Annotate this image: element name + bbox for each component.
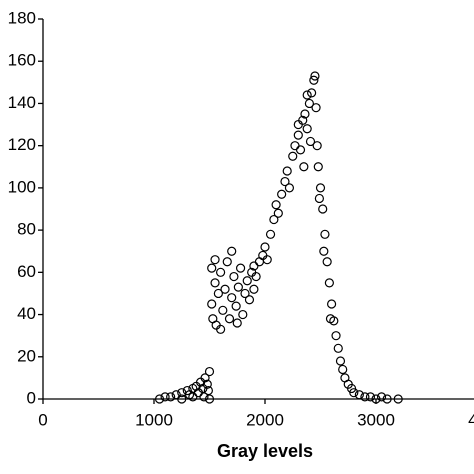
point	[365, 392, 376, 402]
point	[160, 392, 170, 402]
point	[232, 318, 242, 328]
point	[265, 229, 276, 239]
point	[204, 366, 215, 377]
point	[222, 257, 232, 267]
point	[260, 242, 270, 252]
point	[331, 331, 341, 341]
point	[207, 263, 217, 273]
point	[229, 271, 239, 282]
point	[354, 390, 364, 400]
point	[210, 255, 220, 265]
point	[288, 151, 298, 161]
point	[302, 124, 312, 134]
point	[238, 309, 248, 320]
point	[324, 278, 334, 288]
point	[300, 109, 310, 119]
point	[235, 263, 246, 273]
y-tick-label: 80	[17, 220, 36, 239]
point	[282, 166, 292, 176]
y-tick-label: 140	[8, 93, 36, 112]
x-tick-label: 4000	[468, 410, 474, 429]
point	[320, 229, 330, 239]
point	[273, 208, 283, 218]
y-tick-label: 160	[8, 51, 36, 70]
y-tick-label: 120	[8, 135, 36, 154]
point	[327, 299, 337, 309]
point	[280, 176, 290, 187]
point	[293, 130, 303, 140]
point	[304, 98, 314, 109]
point	[393, 394, 403, 404]
y-tick-label: 40	[17, 304, 36, 323]
point	[220, 284, 230, 294]
point	[218, 305, 228, 315]
point	[333, 343, 343, 353]
point	[166, 392, 176, 402]
x-tick-label: 2000	[246, 410, 284, 429]
x-tick-label: 1000	[135, 410, 173, 429]
point	[231, 301, 241, 311]
point	[233, 282, 243, 292]
point	[227, 293, 237, 303]
point	[242, 276, 252, 286]
point	[382, 394, 392, 404]
point	[315, 183, 326, 193]
point	[204, 394, 215, 404]
point	[202, 379, 212, 389]
point	[224, 314, 235, 324]
point	[305, 136, 316, 147]
point	[299, 162, 309, 172]
point	[210, 278, 220, 288]
point	[314, 193, 324, 204]
y-tick-label: 100	[8, 177, 36, 196]
point	[262, 255, 272, 265]
point	[249, 284, 259, 294]
point	[312, 141, 322, 151]
point	[360, 392, 370, 402]
point	[310, 71, 320, 81]
point	[213, 288, 223, 299]
point	[335, 356, 346, 366]
point	[200, 373, 210, 383]
point	[371, 394, 381, 404]
point	[311, 103, 321, 113]
point	[293, 119, 303, 130]
point	[290, 141, 300, 151]
point	[318, 204, 328, 214]
point	[251, 271, 261, 282]
x-tick-label: 0	[38, 410, 47, 429]
point	[376, 392, 387, 402]
y-tick-label: 60	[17, 262, 36, 281]
point	[302, 90, 312, 100]
y-tick-label: 20	[17, 346, 36, 365]
point	[216, 324, 226, 334]
point	[188, 392, 198, 402]
point	[277, 189, 287, 199]
point	[319, 246, 329, 256]
point	[207, 299, 217, 309]
point	[349, 388, 359, 398]
point	[338, 364, 348, 375]
point	[244, 295, 255, 305]
point	[284, 183, 295, 193]
point	[177, 394, 187, 404]
y-tick-label: 0	[27, 388, 36, 407]
point	[313, 162, 323, 172]
point	[269, 214, 279, 225]
point	[271, 200, 281, 210]
point	[154, 394, 165, 404]
point	[216, 267, 226, 277]
point	[227, 246, 237, 256]
x-tick-label: 3000	[357, 410, 395, 429]
x-axis-label: Gray levels	[217, 441, 313, 461]
point	[199, 392, 209, 402]
point	[325, 314, 336, 324]
point	[307, 88, 317, 98]
point	[309, 75, 319, 85]
y-tick-label: 180	[8, 8, 36, 27]
point	[322, 257, 332, 267]
point	[240, 288, 250, 299]
point	[295, 145, 306, 155]
